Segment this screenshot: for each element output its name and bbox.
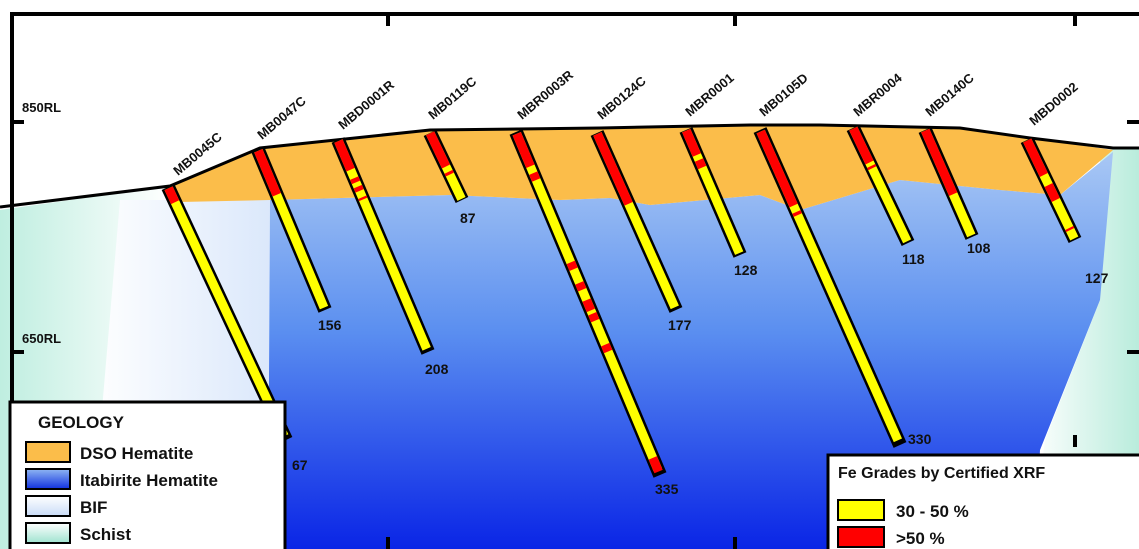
legend-item: DSO Hematite (80, 444, 193, 463)
hole-name: MBR0001 (682, 70, 736, 119)
hole-name: MB0047C (254, 93, 309, 143)
grade-over-50 (533, 173, 536, 180)
legend-swatch (26, 496, 70, 516)
legend-item: >50 % (896, 529, 945, 548)
grade-over-50 (587, 300, 591, 310)
grade-over-50 (571, 262, 574, 269)
legend-item: BIF (80, 498, 107, 517)
hole-name: MBR0003R (514, 67, 576, 123)
cross-section: 850RL 650RL MB0045C67MB0047C156MBD0001R2… (0, 0, 1139, 549)
page: 850RL 650RL MB0045C67MB0047C156MBD0001R2… (0, 0, 1139, 549)
geology-legend: GEOLOGY DSO Hematite Itabirite Hematite … (10, 402, 285, 549)
grade-over-50 (354, 178, 356, 182)
hole-depth: 330 (908, 431, 932, 447)
hole-depth: 128 (734, 262, 758, 278)
legend-swatch (838, 527, 884, 547)
hole-depth: 156 (318, 317, 342, 333)
legend-item: Itabirite Hematite (80, 471, 218, 490)
grade-over-50 (605, 345, 608, 352)
hole-depth: 87 (460, 210, 476, 226)
legend-swatch (26, 469, 70, 489)
grade-over-50 (796, 212, 797, 215)
grade-over-50 (362, 197, 363, 199)
legend-swatch (838, 500, 884, 520)
hole-name: MBD0001R (335, 77, 397, 133)
legend-title: Fe Grades by Certified XRF (838, 465, 1045, 482)
grade-over-50 (169, 188, 175, 202)
grade-over-50 (449, 172, 450, 175)
grade-over-50 (592, 314, 595, 321)
legend-swatch (26, 442, 70, 462)
hole-depth: 118 (902, 251, 925, 267)
grade-over-50 (871, 166, 872, 168)
hole-name: MB0105D (756, 70, 810, 119)
hole-depth: 67 (292, 457, 308, 473)
hole-name: MB0119C (425, 73, 479, 122)
grade-over-50 (1069, 228, 1070, 230)
hole-name: MB0124C (594, 73, 649, 123)
hole-name: MBD0002 (1026, 79, 1080, 128)
grade-over-50 (358, 187, 360, 191)
rl-label: 650RL (22, 331, 61, 346)
hole-depth: 127 (1085, 270, 1109, 286)
grade-over-50 (653, 458, 659, 472)
rl-label: 850RL (22, 100, 61, 115)
legend-item: 30 - 50 % (896, 502, 969, 521)
grade-over-50 (579, 283, 582, 290)
legend-item: Schist (80, 525, 131, 544)
legend-swatch (26, 523, 70, 543)
legend-title: GEOLOGY (38, 413, 125, 432)
hole-depth: 108 (967, 240, 991, 256)
hole-name: MB0140C (922, 70, 977, 120)
hole-depth: 335 (655, 481, 679, 497)
hole-depth: 177 (668, 317, 692, 333)
hole-depth: 208 (425, 361, 449, 377)
hole-name: MBR0004 (850, 70, 905, 120)
grades-legend: Fe Grades by Certified XRF 30 - 50 % >50… (828, 455, 1139, 549)
grade-over-50 (699, 160, 702, 168)
